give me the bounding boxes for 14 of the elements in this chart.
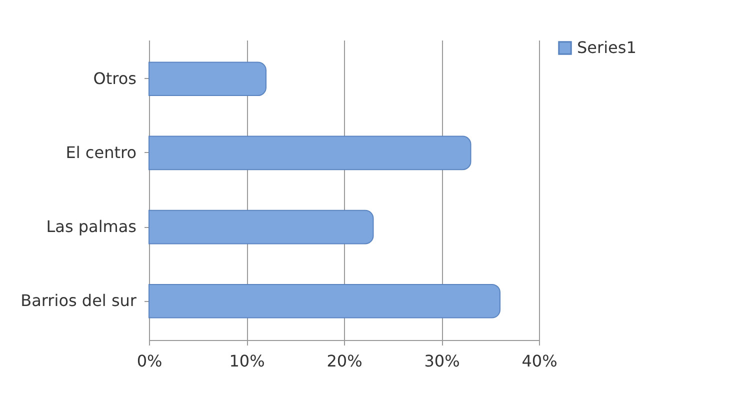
bar <box>148 284 500 318</box>
legend-label: Series1 <box>577 38 636 57</box>
y-tick-label: Otros <box>93 68 136 88</box>
x-tick-label: 0% <box>136 352 162 370</box>
y-tick-label: Barrios del sur <box>20 291 137 310</box>
x-tick-label: 10% <box>229 352 265 370</box>
y-tick-label: El centro <box>66 142 136 162</box>
bar <box>148 136 472 170</box>
x-tick-label: 40% <box>522 352 558 370</box>
bar <box>148 62 266 96</box>
bar <box>148 210 374 244</box>
x-tick-label: 20% <box>326 352 362 370</box>
x-tick-label: 30% <box>424 352 460 370</box>
y-tick-label: Las palmas <box>46 217 136 236</box>
